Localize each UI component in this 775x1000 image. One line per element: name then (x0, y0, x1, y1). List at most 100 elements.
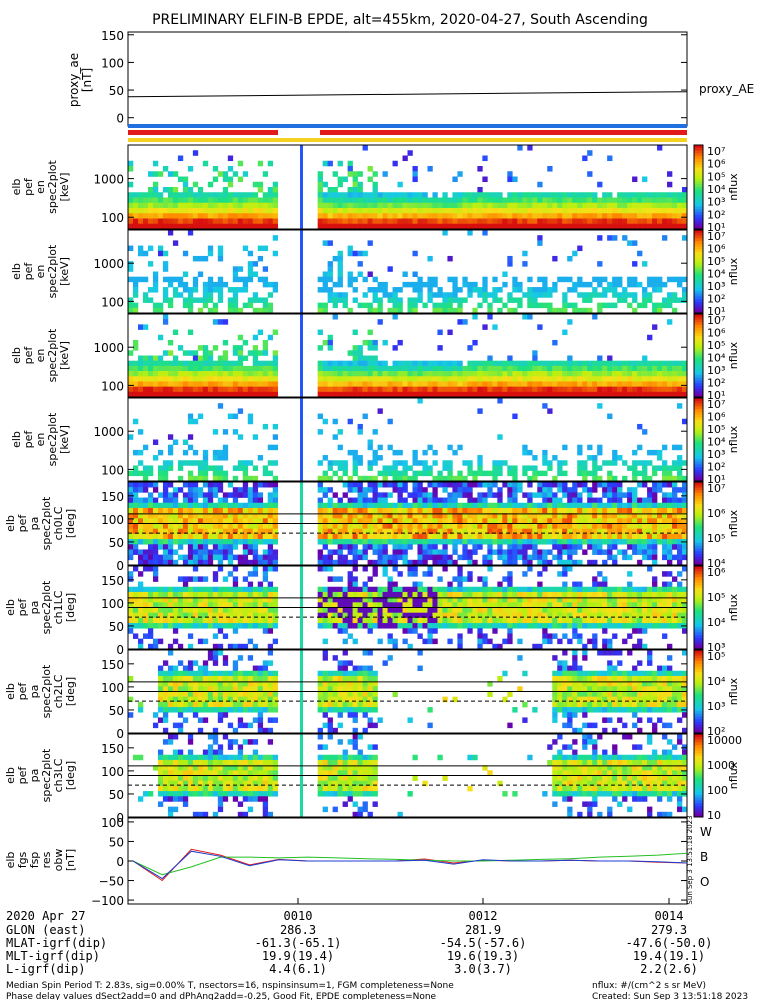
spectrogram-cell (367, 612, 373, 619)
spectrogram-cell (227, 208, 234, 214)
spectrogram-cell (177, 276, 184, 283)
spectrogram-cell (262, 586, 269, 593)
spectrogram-cell (507, 218, 513, 225)
spectrogram-cell (507, 355, 513, 361)
colorbar-cell (694, 515, 703, 519)
spectrogram-cell (522, 360, 528, 367)
spectrogram-cell (447, 492, 453, 498)
spectrogram-cell (532, 287, 538, 293)
spectrogram-cell (457, 607, 463, 613)
spectrogram-cell (592, 460, 598, 466)
colorbar-cell (694, 475, 703, 479)
spectrogram-cell (432, 487, 438, 493)
spectrogram-cell (252, 376, 259, 382)
spectrogram-cell (437, 554, 443, 561)
spectrogram-cell (472, 202, 478, 209)
spectrogram-cell (272, 329, 279, 336)
spectrogram-cell (447, 360, 453, 367)
spectrogram-cell (442, 386, 448, 393)
spectrogram-cell (427, 371, 433, 377)
spectrogram-cell (467, 597, 473, 603)
spectrogram-cell (512, 276, 518, 283)
spectrogram-cell (592, 391, 598, 398)
spectrogram-cell (392, 617, 398, 624)
spectrogram-cell (447, 591, 453, 598)
spectrogram-cell (402, 487, 408, 493)
colorbar-cell (694, 285, 703, 289)
spectrogram-cell (367, 360, 373, 367)
spectrogram-cell (317, 345, 323, 351)
spectrogram-cell (607, 287, 613, 293)
spectrogram-cell (552, 192, 558, 198)
spectrogram-cell (497, 371, 503, 377)
spectrogram-cell (442, 513, 448, 519)
spectrogram-cell (547, 638, 553, 645)
spectrogram-cell (357, 617, 363, 624)
spectrogram-cell (492, 292, 498, 298)
spectrogram-cell (527, 391, 533, 398)
spectrogram-cell (152, 371, 159, 377)
spectrogram-cell (672, 307, 678, 314)
spectrogram-cell (442, 533, 448, 540)
spectrogram-cell (237, 559, 244, 566)
spectrogram-cell (257, 213, 264, 219)
spectrogram-cell (217, 371, 224, 377)
spectrogram-cell (197, 213, 204, 219)
spectrogram-cell (607, 492, 613, 498)
spectrogram-cell (202, 544, 209, 550)
spectrogram-cell (597, 235, 603, 241)
spectrogram-cell (607, 376, 613, 382)
spectrogram-cell (162, 297, 169, 303)
spectrogram-cell (532, 455, 538, 461)
spectrogram-cell (347, 223, 353, 230)
spectrogram-cell (592, 381, 598, 387)
spectrogram-cell (397, 591, 403, 598)
spectrogram-cell (337, 381, 343, 387)
spectrogram-cell (162, 350, 169, 356)
spectrogram-cell (372, 482, 378, 488)
spectrogram-cell (642, 192, 648, 198)
spectrogram-cell (192, 213, 199, 219)
colorbar-cell (694, 377, 703, 381)
spectrogram-cell (242, 643, 249, 650)
spectrogram-cell (152, 617, 159, 624)
spectrogram-cell (672, 292, 678, 298)
spectrogram-cell (232, 643, 239, 650)
spectrogram-cell (537, 591, 543, 598)
spectrogram-cell (512, 497, 518, 504)
spectrogram-cell (572, 360, 578, 367)
spectrogram-cell (192, 202, 199, 209)
spectrogram-cell (382, 591, 388, 598)
spectrogram-cell (562, 197, 568, 204)
spectrogram-cell (442, 197, 448, 204)
spectrogram-cell (602, 533, 608, 540)
spectrogram-cell (397, 470, 403, 477)
spectrogram-cell (317, 413, 323, 420)
spectrogram-cell (462, 371, 468, 377)
spectrogram-cell (662, 218, 668, 225)
spectrogram-cell (167, 197, 174, 204)
spectrogram-cell (667, 549, 673, 555)
spectrogram-cell (182, 482, 189, 488)
spectrogram-cell (267, 160, 274, 167)
spectrogram-cell (362, 513, 368, 519)
spectrogram-cell (562, 607, 568, 613)
spectrogram-cell (467, 197, 473, 204)
spectrogram-cell (142, 376, 149, 382)
spectrogram-cell (157, 355, 164, 361)
spectrogram-cell (497, 213, 503, 219)
spectrogram-cell (202, 281, 209, 288)
spectrogram-cell (667, 528, 673, 535)
spectrogram-cell (182, 523, 189, 529)
spectrogram-cell (232, 171, 239, 177)
spectrogram-cell (492, 391, 498, 398)
spectrogram-cell (242, 223, 249, 230)
spectrogram-cell (542, 591, 548, 598)
spectrogram-cell (612, 502, 618, 509)
spectrogram-cell (447, 365, 453, 372)
spectrogram-cell (432, 539, 438, 545)
spectrogram-cell (482, 533, 488, 540)
spectrogram-cell (652, 549, 658, 555)
spectrogram-cell (467, 518, 473, 524)
spectrogram-cell (507, 502, 513, 509)
